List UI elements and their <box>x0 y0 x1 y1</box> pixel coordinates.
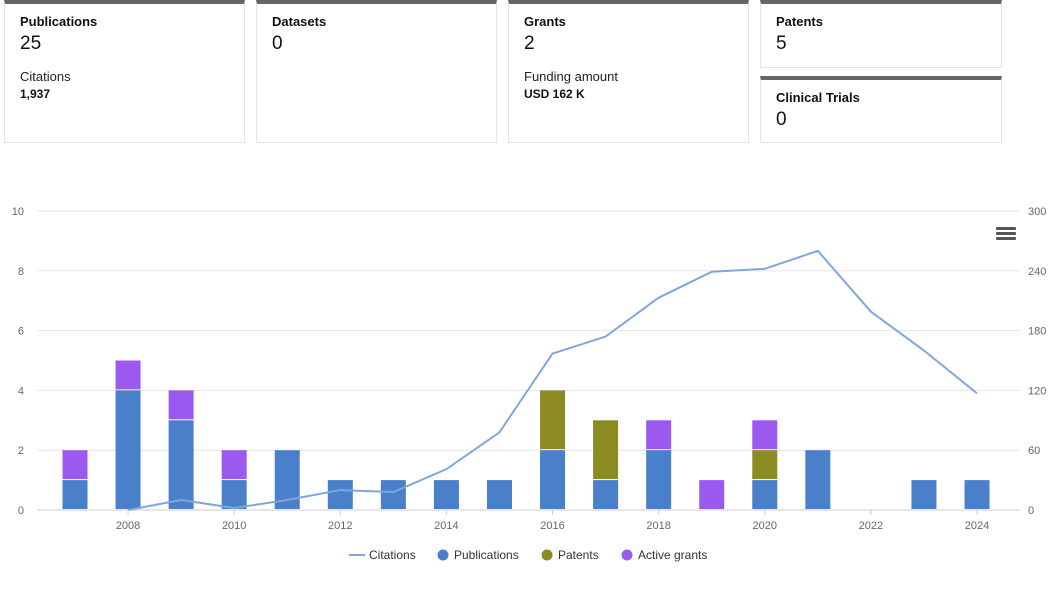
x-axis-tick-label: 2012 <box>328 520 352 532</box>
datasets-count: 0 <box>272 33 283 54</box>
citations-line <box>127 249 978 511</box>
right-axis-tick-label: 60 <box>1028 445 1040 457</box>
hamburger-menu-icon[interactable] <box>996 227 1016 241</box>
bar-publications-2009 <box>168 420 194 509</box>
bar-publications-2014 <box>433 480 459 509</box>
bar-publications-2020 <box>752 480 778 509</box>
legend-citations-label: Citations <box>369 548 416 562</box>
publications-card[interactable]: Publications 25 Citations 1,937 <box>4 0 245 143</box>
bar-publications-2012 <box>327 480 353 509</box>
bar-publications-2021 <box>805 450 831 509</box>
patents-count: 5 <box>776 33 787 54</box>
bar-active-grants-2008 <box>115 360 141 390</box>
right-axis-tick-label: 240 <box>1028 266 1046 278</box>
datasets-card[interactable]: Datasets 0 <box>256 0 497 143</box>
bar-publications-2023 <box>911 480 937 509</box>
x-axis-tick-label: 2018 <box>646 520 670 532</box>
x-axis-tick-label: 2020 <box>753 520 777 532</box>
citations-count: 1,937 <box>20 87 51 101</box>
bar-active-grants-2018 <box>646 420 672 450</box>
patents-card[interactable]: Patents 5 <box>760 0 1002 68</box>
x-axis-tick-label: 2014 <box>434 520 458 532</box>
right-axis-tick-label: 300 <box>1028 206 1046 218</box>
citations-line-group <box>127 249 978 511</box>
bar-active-grants-2010 <box>221 450 247 480</box>
bars-group <box>62 360 990 509</box>
left-axis-tick-label: 0 <box>18 505 24 517</box>
bar-publications-2010 <box>221 480 247 509</box>
bar-publications-2013 <box>380 480 406 509</box>
chart-legend: Citations Publications Patents Active grant… <box>349 548 707 562</box>
right-axis-tick-label: 120 <box>1028 385 1046 397</box>
legend-active-grants-swatch <box>621 549 633 561</box>
grants-label: Grants <box>524 14 566 29</box>
legend-active-grants-label: Active grants <box>638 548 707 562</box>
grants-count: 2 <box>524 33 535 54</box>
x-axis-tick-label: 2010 <box>222 520 246 532</box>
publications-count: 25 <box>20 33 42 54</box>
left-axis: 0 2 4 6 8 10 <box>12 206 24 517</box>
x-axis-tick-label: 2024 <box>965 520 989 532</box>
patents-label: Patents <box>776 14 823 29</box>
left-axis-tick-label: 4 <box>18 385 24 397</box>
bar-publications-2016 <box>540 450 566 509</box>
left-axis-tick-label: 6 <box>18 326 24 338</box>
left-axis-tick-label: 10 <box>12 206 24 218</box>
bar-patents-2017 <box>593 420 619 480</box>
legend-patents-label: Patents <box>558 548 599 562</box>
bar-publications-2017 <box>593 480 619 509</box>
x-axis-tick-label: 2022 <box>859 520 883 532</box>
x-axis: 2008 2010 2012 2014 2016 2018 2020 2022 2024 <box>116 510 989 532</box>
x-axis-tick-label: 2008 <box>116 520 140 532</box>
clinical-trials-count: 0 <box>776 109 787 130</box>
grants-card[interactable]: Grants 2 Funding amount USD 162 K <box>508 0 749 143</box>
clinical-trials-label: Clinical Trials <box>776 90 860 105</box>
publications-label: Publications <box>20 14 98 29</box>
bar-active-grants-2019 <box>699 480 725 509</box>
right-axis-tick-label: 0 <box>1028 505 1034 517</box>
legend-publications-label: Publications <box>454 548 519 562</box>
left-axis-tick-label: 2 <box>18 445 24 457</box>
funding-amount-value: USD 162 K <box>524 87 585 101</box>
bar-active-grants-2007 <box>62 450 88 480</box>
citations-label: Citations <box>20 69 71 84</box>
bar-publications-2018 <box>646 450 672 509</box>
left-axis-tick-label: 8 <box>18 266 24 278</box>
bar-publications-2007 <box>62 480 88 509</box>
bar-patents-2020 <box>752 450 778 480</box>
legend-patents-swatch <box>541 549 553 561</box>
legend-publications-swatch <box>437 549 449 561</box>
bar-publications-2024 <box>964 480 990 509</box>
funding-amount-label: Funding amount <box>524 69 618 84</box>
bar-active-grants-2020 <box>752 420 778 450</box>
bar-publications-2008 <box>115 390 141 509</box>
datasets-label: Datasets <box>272 14 327 29</box>
right-axis-tick-label: 180 <box>1028 326 1046 338</box>
bar-publications-2015 <box>486 480 512 509</box>
clinical-trials-card[interactable]: Clinical Trials 0 <box>760 76 1002 143</box>
research-output-chart: 0 2 4 6 8 10 0 60 120 180 240 300 2008 2010 2012 2014… <box>12 206 1047 562</box>
bar-patents-2016 <box>540 390 566 450</box>
x-axis-tick-label: 2016 <box>540 520 564 532</box>
right-axis: 0 60 120 180 240 300 <box>1028 206 1046 517</box>
bar-active-grants-2009 <box>168 390 194 420</box>
